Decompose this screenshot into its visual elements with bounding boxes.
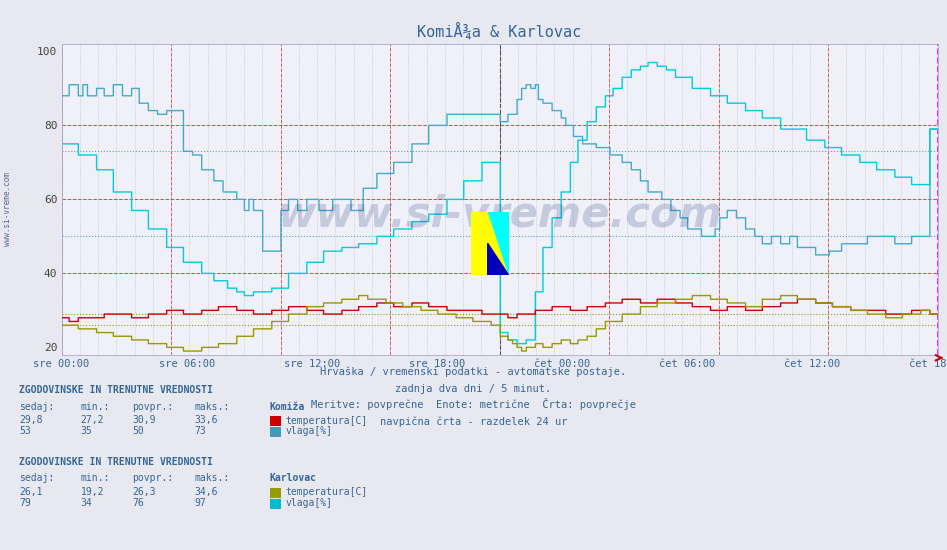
Text: www.si-vreme.com: www.si-vreme.com <box>3 172 12 246</box>
Polygon shape <box>488 243 509 275</box>
Text: vlaga[%]: vlaga[%] <box>285 426 332 437</box>
Title: KomiÅ¾a & Karlovac: KomiÅ¾a & Karlovac <box>418 23 581 40</box>
Text: www.si-vreme.com: www.si-vreme.com <box>277 194 722 236</box>
Text: temperatura[C]: temperatura[C] <box>285 415 367 426</box>
Text: povpr.:: povpr.: <box>133 473 173 483</box>
Text: 30,9: 30,9 <box>133 415 156 426</box>
Text: 27,2: 27,2 <box>80 415 104 426</box>
Text: 19,2: 19,2 <box>80 487 104 497</box>
Text: temperatura[C]: temperatura[C] <box>285 487 367 497</box>
Text: 50: 50 <box>133 426 144 437</box>
Text: maks.:: maks.: <box>194 473 229 483</box>
Text: ZGODOVINSKE IN TRENUTNE VREDNOSTI: ZGODOVINSKE IN TRENUTNE VREDNOSTI <box>19 456 213 467</box>
Text: maks.:: maks.: <box>194 402 229 412</box>
Text: Komiža: Komiža <box>270 402 305 412</box>
Text: 76: 76 <box>133 498 144 508</box>
Text: 34: 34 <box>80 498 92 508</box>
Text: ZGODOVINSKE IN TRENUTNE VREDNOSTI: ZGODOVINSKE IN TRENUTNE VREDNOSTI <box>19 385 213 395</box>
Text: navpična črta - razdelek 24 ur: navpična črta - razdelek 24 ur <box>380 416 567 427</box>
Text: 79: 79 <box>19 498 30 508</box>
Text: 26,3: 26,3 <box>133 487 156 497</box>
Text: 29,8: 29,8 <box>19 415 43 426</box>
Text: 97: 97 <box>194 498 205 508</box>
Text: povpr.:: povpr.: <box>133 402 173 412</box>
Text: Hrvaška / vremenski podatki - avtomatske postaje.: Hrvaška / vremenski podatki - avtomatske… <box>320 367 627 377</box>
Text: sedaj:: sedaj: <box>19 473 54 483</box>
Text: vlaga[%]: vlaga[%] <box>285 498 332 508</box>
Text: 53: 53 <box>19 426 30 437</box>
Text: 73: 73 <box>194 426 205 437</box>
Text: 26,1: 26,1 <box>19 487 43 497</box>
Polygon shape <box>488 212 509 275</box>
Text: sedaj:: sedaj: <box>19 402 54 412</box>
Text: min.:: min.: <box>80 473 110 483</box>
Text: zadnja dva dni / 5 minut.: zadnja dva dni / 5 minut. <box>396 383 551 394</box>
Text: 35: 35 <box>80 426 92 437</box>
Text: min.:: min.: <box>80 402 110 412</box>
Text: Karlovac: Karlovac <box>270 473 317 483</box>
Text: Meritve: povprečne  Enote: metrične  Črta: povprečje: Meritve: povprečne Enote: metrične Črta:… <box>311 398 636 410</box>
Text: 34,6: 34,6 <box>194 487 218 497</box>
Text: 33,6: 33,6 <box>194 415 218 426</box>
